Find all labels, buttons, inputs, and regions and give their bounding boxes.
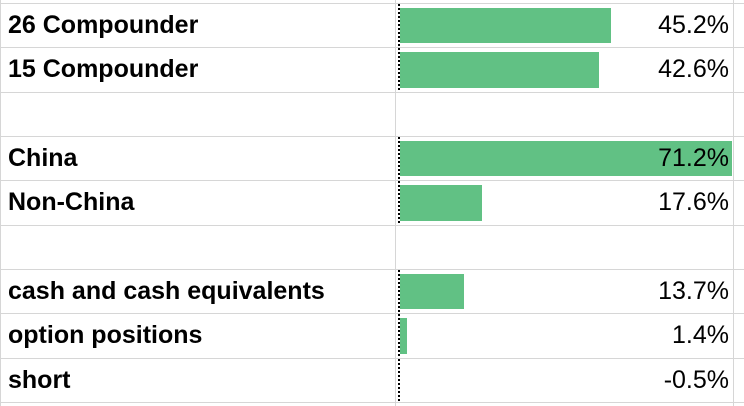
label-cell[interactable] <box>0 226 396 269</box>
row-label: option positions <box>8 321 203 350</box>
data-bar <box>400 8 611 44</box>
value-cell[interactable]: 17.6% <box>396 181 734 225</box>
table-row: China 71.2% <box>0 135 744 181</box>
row-label: 26 Compounder <box>8 11 199 40</box>
data-bar <box>400 140 732 177</box>
databar-zero-axis <box>398 358 400 402</box>
table-row: Non-China 17.6% <box>0 180 744 225</box>
data-bar <box>400 318 407 354</box>
table-row: option positions 1.4% <box>0 313 744 358</box>
databar-zero-axis <box>398 181 400 225</box>
databar-zero-axis <box>398 136 400 181</box>
label-cell[interactable]: cash and cash equivalents <box>0 270 396 313</box>
row-label: cash and cash equivalents <box>8 277 325 306</box>
row-value: 17.6% <box>658 188 729 217</box>
value-cell[interactable]: 1.4% <box>396 314 734 358</box>
label-cell[interactable]: Non-China <box>0 181 396 224</box>
label-cell[interactable]: 15 Compounder <box>0 48 396 91</box>
value-cell[interactable] <box>396 226 734 269</box>
label-cell[interactable]: short <box>0 359 396 402</box>
table-row: short -0.5% <box>0 357 744 402</box>
column-gridline-left <box>0 0 1 406</box>
databar-zero-axis <box>398 48 400 92</box>
row-value: 42.6% <box>658 55 729 84</box>
row-value: 1.4% <box>672 321 729 350</box>
column-gridline-right <box>733 0 734 406</box>
value-cell[interactable]: 42.6% <box>396 48 734 92</box>
databar-zero-axis <box>398 4 400 48</box>
row-value: 13.7% <box>658 277 729 306</box>
table-row <box>0 91 744 136</box>
row-label: China <box>8 144 78 173</box>
databar-zero-axis <box>398 269 400 314</box>
label-cell[interactable] <box>0 93 396 136</box>
row-label: short <box>8 365 71 394</box>
row-label: Non-China <box>8 188 135 217</box>
data-bar <box>400 273 464 310</box>
column-gridline-labels-values <box>395 0 396 406</box>
table-row: 15 Compounder 42.6% <box>0 47 744 92</box>
table-row: cash and cash equivalents 13.7% <box>0 268 744 314</box>
label-cell[interactable]: 26 Compounder <box>0 4 396 47</box>
row-value: -0.5% <box>663 365 729 394</box>
data-bar <box>400 185 483 221</box>
value-cell[interactable] <box>396 93 734 136</box>
value-cell[interactable]: 71.2% <box>396 136 734 181</box>
row-value: 45.2% <box>658 11 729 40</box>
value-cell[interactable]: -0.5% <box>396 358 734 402</box>
table-row <box>0 224 744 269</box>
value-cell[interactable]: 45.2% <box>396 4 734 48</box>
databar-zero-axis <box>398 314 400 358</box>
row-label: 15 Compounder <box>8 55 199 84</box>
label-cell[interactable]: option positions <box>0 314 396 357</box>
rows: 26 Compounder 45.2% 15 Compounder 42.6% … <box>0 3 744 403</box>
data-bar <box>400 52 599 88</box>
label-cell[interactable]: China <box>0 137 396 180</box>
table-row: 26 Compounder 45.2% <box>0 3 744 48</box>
value-cell[interactable]: 13.7% <box>396 269 734 314</box>
row-value: 71.2% <box>658 144 729 173</box>
